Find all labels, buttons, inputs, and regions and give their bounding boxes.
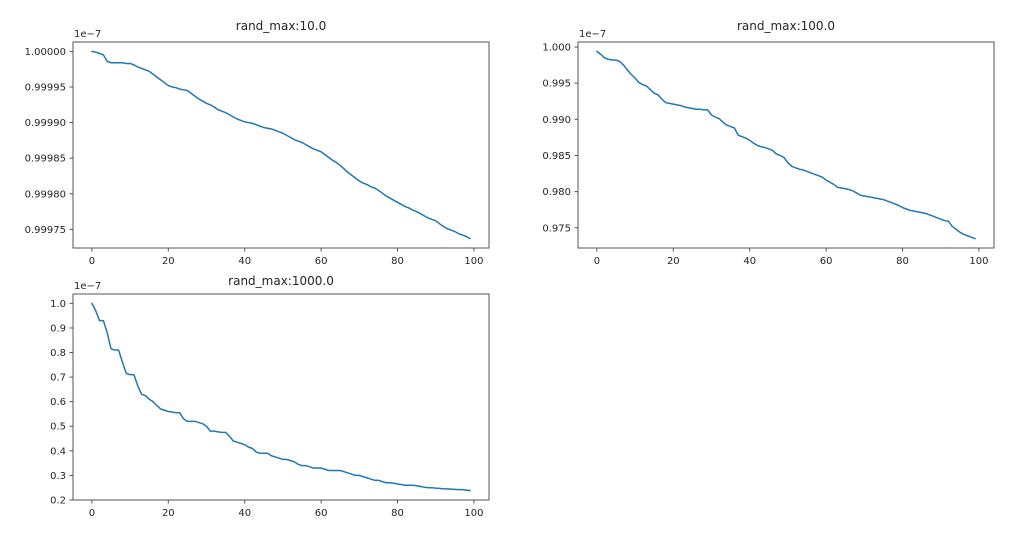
plot-border — [72, 293, 490, 501]
y-tick-label: 0.7 — [50, 373, 66, 384]
x-tick-label: 0 — [89, 256, 95, 267]
x-tick-label: 100 — [464, 508, 483, 519]
y-tick-label: 0.3 — [50, 471, 66, 482]
subplot-rand-max-100: 0 20 40 60 80 100 1.000 0.995 0.990 0.985 0.980 0.9… — [542, 19, 995, 267]
x-tick-label: 20 — [162, 508, 175, 519]
y-tick-label: 0.99995 — [25, 82, 66, 93]
x-tick-label: 80 — [391, 508, 404, 519]
y-tick-label: 0.9 — [50, 323, 66, 334]
y-tick-label: 1.000 — [542, 43, 571, 54]
y-tick-label: 0.99975 — [25, 225, 66, 236]
subplot-rand-max-10: 0 20 40 60 80 100 1.00000 0.99995 0.99990 0.99985… — [25, 19, 490, 267]
y-tick-label: 0.8 — [50, 348, 66, 359]
x-tick-label: 60 — [315, 508, 328, 519]
x-tick-label: 100 — [464, 256, 483, 267]
subplot-rand-max-1000: 0 20 40 60 80 100 1.0 0.9 0.8 0.7 0.6 0.5 0.4 0.3 0.2 r… — [50, 274, 490, 519]
data-line — [91, 50, 471, 240]
x-tick-label: 20 — [162, 256, 175, 267]
x-tick-label: 40 — [743, 256, 756, 267]
y-tick-label: 0.990 — [542, 115, 571, 126]
axis-offset-label: 1e−7 — [74, 29, 101, 40]
x-tick-label: 40 — [238, 508, 251, 519]
plot-border — [577, 41, 995, 249]
axis-offset-label: 1e−7 — [579, 29, 606, 40]
y-tick-label: 0.995 — [542, 79, 571, 90]
x-tick-label: 60 — [820, 256, 833, 267]
y-tick-label: 0.2 — [50, 495, 66, 506]
x-tick-label: 80 — [391, 256, 404, 267]
y-tick-label: 0.5 — [50, 422, 66, 433]
y-tick-label: 0.980 — [542, 187, 571, 198]
data-line — [596, 50, 976, 240]
subplot-title: rand_max:1000.0 — [228, 274, 334, 288]
data-line — [91, 302, 471, 492]
subplot-title: rand_max:10.0 — [236, 19, 326, 33]
y-tick-label: 0.4 — [50, 446, 66, 457]
x-tick-label: 80 — [896, 256, 909, 267]
subplot-title: rand_max:100.0 — [737, 19, 835, 33]
y-tick-label: 1.00000 — [25, 47, 66, 58]
y-tick-label: 0.99985 — [25, 154, 66, 165]
y-tick-label: 1.0 — [50, 299, 66, 310]
x-tick-label: 0 — [89, 508, 95, 519]
axis-offset-label: 1e−7 — [74, 281, 101, 292]
y-tick-label: 0.99990 — [25, 118, 66, 129]
y-tick-label: 0.975 — [542, 223, 571, 234]
x-tick-label: 20 — [667, 256, 680, 267]
plot-border — [72, 41, 490, 249]
y-tick-label: 0.6 — [50, 397, 66, 408]
x-tick-label: 60 — [315, 256, 328, 267]
y-tick-label: 0.99980 — [25, 189, 66, 200]
x-tick-label: 0 — [594, 256, 600, 267]
x-tick-label: 100 — [969, 256, 988, 267]
y-tick-label: 0.985 — [542, 151, 571, 162]
x-tick-label: 40 — [238, 256, 251, 267]
